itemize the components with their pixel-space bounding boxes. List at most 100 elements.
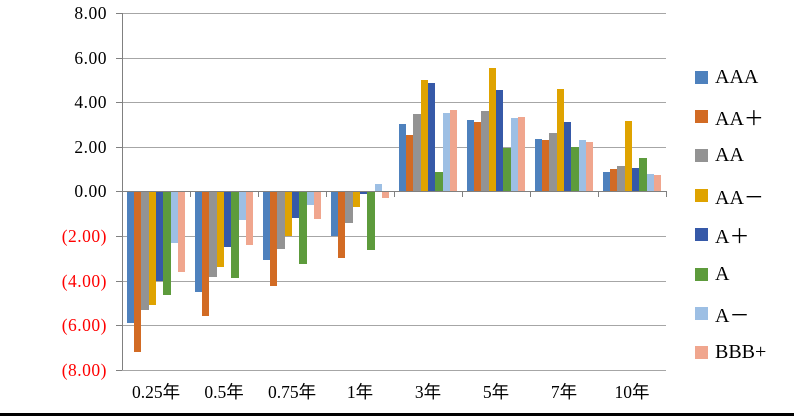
bar-AA＋-0.75年: [270, 191, 278, 287]
bar-A＋-5年: [496, 89, 504, 192]
bar-AA＋-7年: [542, 140, 550, 192]
bar-A-0.75年: [299, 191, 307, 264]
bar-AAA-0.25年: [126, 191, 135, 323]
x-axis-label: 0.25年: [131, 382, 181, 402]
bar-BBB+-3年: [449, 109, 458, 192]
bar-AA-0.25年: [141, 191, 149, 310]
bar-AA－-0.25年: [148, 191, 156, 306]
y-axis-tick: [116, 102, 122, 104]
y-axis-label: 6.00: [74, 47, 107, 68]
bar-BBB+-5年: [517, 116, 526, 192]
y-axis-tick: [116, 191, 122, 193]
bar-A－-0.5年: [238, 191, 246, 221]
bar-BBB+-0.75年: [313, 191, 322, 220]
bar-A-5年: [503, 147, 511, 192]
x-axis-label: 3年: [414, 382, 442, 402]
bar-AA－-5年: [488, 67, 496, 192]
bar-A-7年: [571, 146, 579, 192]
gridline: [122, 146, 666, 148]
bar-AA＋-5年: [474, 122, 482, 192]
bar-BBB+-7年: [585, 142, 594, 192]
bar-AA-0.5年: [209, 191, 217, 278]
bar-A＋-10年: [632, 167, 640, 192]
bar-AA-7年: [549, 133, 557, 192]
bar-AAA-0.5年: [194, 191, 203, 292]
y-axis-label: 0.00: [74, 181, 107, 202]
y-axis-tick: [116, 369, 122, 371]
bar-AA＋-1年: [338, 191, 346, 259]
bar-AAA-3年: [398, 124, 407, 192]
y-axis-label: (8.00): [61, 359, 107, 380]
y-axis-label: (6.00): [61, 315, 107, 336]
y-axis-tick: [116, 325, 122, 327]
y-axis-label: (2.00): [61, 225, 107, 246]
category-axis-tick: [530, 191, 531, 198]
bar-BBB+-1年: [381, 191, 390, 199]
bar-A－-0.25年: [170, 191, 178, 243]
bar-A－-3年: [442, 113, 450, 192]
bar-A－-7年: [578, 140, 586, 192]
bar-A＋-0.25年: [156, 191, 164, 281]
gridline: [122, 235, 666, 237]
bar-AA－-3年: [420, 79, 428, 192]
bar-A＋-0.5年: [224, 191, 232, 248]
bar-AA－-0.75年: [284, 191, 292, 236]
bar-A＋-1年: [360, 191, 368, 194]
bar-BBB+-0.5年: [245, 191, 254, 245]
bar-AAA-5年: [466, 120, 475, 192]
bar-AA＋-3年: [406, 134, 414, 192]
bar-A＋-3年: [428, 83, 436, 192]
bar-A＋-0.75年: [292, 191, 300, 219]
x-axis-label: 0.5年: [204, 382, 244, 402]
bar-A＋-7年: [564, 122, 572, 192]
bar-AA-3年: [413, 114, 421, 192]
bar-BBB+-0.25年: [177, 191, 186, 272]
x-axis-label: 10年: [614, 382, 650, 402]
bar-AAA-10年: [602, 172, 611, 192]
bar-AA-0.75年: [277, 191, 285, 250]
category-axis-tick: [122, 191, 123, 198]
y-axis-label: 2.00: [74, 136, 107, 157]
category-axis-tick: [598, 191, 599, 198]
x-axis-label: 7年: [550, 382, 578, 402]
bar-AA-5年: [481, 111, 489, 192]
y-axis-tick: [116, 57, 122, 59]
gridline: [122, 369, 666, 371]
x-axis-label: 5年: [482, 382, 510, 402]
x-axis-label: 1年: [346, 382, 374, 402]
bar-A-3年: [435, 172, 443, 192]
bar-AAA-7年: [534, 138, 543, 192]
y-axis-label: 8.00: [74, 3, 107, 23]
bar-A-1年: [367, 191, 375, 251]
bar-AA-1年: [345, 191, 353, 223]
y-axis-label: 4.00: [74, 92, 107, 113]
bar-AAA-0.75年: [262, 191, 271, 261]
bar-AAA-1年: [330, 191, 339, 236]
category-axis-tick: [258, 191, 259, 198]
category-axis-tick: [190, 191, 191, 198]
y-axis-tick: [116, 280, 122, 282]
bar-AA－-0.5年: [216, 191, 224, 268]
gridline: [122, 13, 666, 14]
y-axis-tick: [116, 13, 122, 14]
category-axis-tick: [326, 191, 327, 198]
y-axis-tick: [116, 146, 122, 148]
y-axis-tick: [116, 235, 122, 237]
category-axis-tick: [394, 191, 395, 198]
bar-BBB+-10年: [653, 174, 662, 192]
x-axis-label: 0.75年: [267, 382, 317, 402]
category-axis-tick: [666, 191, 667, 198]
gridline: [122, 102, 666, 104]
bar-A－-5年: [510, 117, 518, 192]
bar-AA-10年: [617, 165, 625, 192]
bar-A-10年: [639, 157, 647, 192]
category-axis-tick: [462, 191, 463, 198]
bar-A－-10年: [646, 173, 654, 192]
bar-AA－-7年: [556, 88, 564, 192]
bar-AA＋-0.5年: [202, 191, 210, 317]
y-axis-label: (4.00): [61, 270, 107, 291]
bar-A-0.25年: [163, 191, 171, 295]
bar-A－-1年: [374, 183, 382, 192]
